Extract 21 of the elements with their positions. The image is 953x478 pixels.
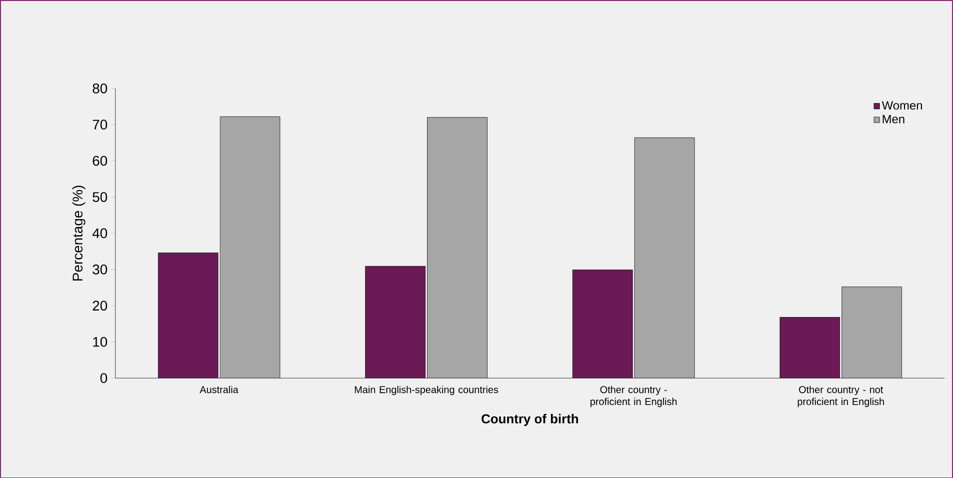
x-tick-label: Other country - proficient in English [590, 386, 677, 407]
bar [780, 316, 840, 378]
legend-label: Men [882, 114, 904, 124]
y-tick-label: 0 [100, 372, 108, 383]
x-tick-label: Main English-speaking countries [354, 386, 498, 395]
y-tick-label: 50 [92, 192, 108, 202]
bar [158, 252, 218, 378]
y-tick-label: 30 [92, 264, 108, 274]
y-axis-title: Percentage (%) [72, 186, 86, 280]
y-tick-label: 80 [92, 83, 108, 94]
y-tick-label: 20 [92, 300, 108, 310]
y-tick-label: 60 [92, 156, 108, 166]
x-tick-label: Australia [200, 386, 238, 393]
legend-label: Women [882, 101, 922, 110]
y-tick-label: 70 [92, 119, 108, 130]
x-tick-label: Other country - not proficient in English [798, 386, 884, 407]
y-tick-label: 40 [92, 228, 108, 238]
y-tick-label: 10 [93, 336, 108, 347]
x-axis-title: Country of birth [482, 414, 578, 426]
bar [572, 270, 633, 378]
bar [365, 266, 426, 378]
